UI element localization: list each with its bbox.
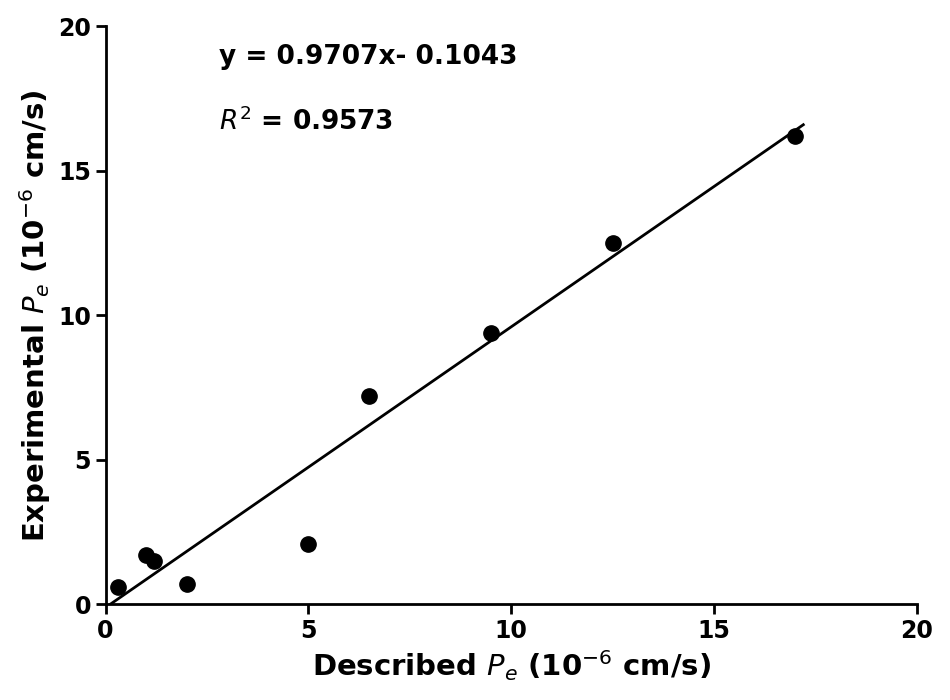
- Point: [139, 550, 154, 561]
- Text: y = 0.9707x- 0.1043: y = 0.9707x- 0.1043: [219, 43, 518, 69]
- Text: $R^2$ = 0.9573: $R^2$ = 0.9573: [219, 107, 393, 136]
- Point: [484, 327, 499, 338]
- Point: [110, 582, 125, 593]
- Y-axis label: Experimental $\mathit{P_e}$ (10$^{-6}$ cm/s): Experimental $\mathit{P_e}$ (10$^{-6}$ c…: [17, 89, 52, 542]
- Point: [301, 538, 316, 550]
- Point: [605, 237, 620, 248]
- Point: [362, 391, 377, 402]
- X-axis label: Described $\mathit{P_e}$ (10$^{-6}$ cm/s): Described $\mathit{P_e}$ (10$^{-6}$ cm/s…: [312, 649, 711, 683]
- Point: [146, 556, 162, 567]
- Point: [788, 130, 803, 141]
- Point: [180, 579, 195, 590]
